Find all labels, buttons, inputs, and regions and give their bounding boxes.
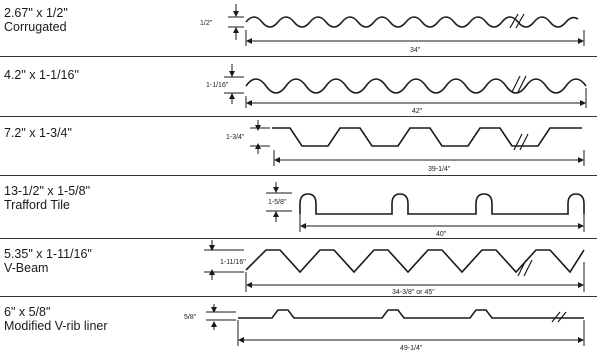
width-label-trapezoid: 39-1/4" <box>428 166 451 173</box>
row-divider <box>0 296 597 297</box>
profile-outline <box>238 309 584 319</box>
width-label-trafford-tile: 40" <box>436 231 447 238</box>
width-label-corrugated: 34" <box>410 47 421 54</box>
height-label-trapezoid: 1-3/4" <box>226 134 245 141</box>
row-divider <box>0 56 597 57</box>
profile-name-corrugated-large: 4.2" x 1-1/16" <box>4 68 79 82</box>
row-divider <box>0 175 597 176</box>
height-label-trafford-tile: 1-5/8" <box>268 199 287 206</box>
profile-outline <box>245 249 585 274</box>
width-label-corrugated-large: 42" <box>412 108 423 115</box>
profile-name-v-beam: 5.35" x 1-11/16" V-Beam <box>4 247 92 275</box>
profile-v-beam <box>204 240 585 292</box>
profile-name-trapezoid: 7.2" x 1-3/4" <box>4 126 72 140</box>
height-label-v-rib-liner: 5/8" <box>184 314 197 321</box>
profile-outline <box>272 127 582 147</box>
profile-name-v-rib-liner: 6" x 5/8" Modified V-rib liner <box>4 305 108 333</box>
profile-outline <box>299 193 585 215</box>
profile-outline <box>245 78 587 94</box>
row-divider <box>0 238 597 239</box>
height-label-corrugated-large: 1-1/16" <box>206 82 229 89</box>
width-label-v-rib-liner: 49-1/4" <box>400 345 423 352</box>
profile-name-corrugated: 2.67" x 1/2" Corrugated <box>4 6 68 34</box>
height-label-v-beam: 1-11/16" <box>220 259 246 266</box>
profile-outline <box>245 16 579 28</box>
height-label-corrugated: 1/2" <box>200 20 213 27</box>
profile-trapezoid <box>250 120 585 166</box>
width-label-v-beam: 34-3/8" or 45" <box>392 289 435 296</box>
profile-name-trafford-tile: 13-1/2" x 1-5/8" Trafford Tile <box>4 184 91 212</box>
row-divider <box>0 116 597 117</box>
profile-corrugated <box>228 4 585 46</box>
profile-corrugated-large <box>224 64 587 108</box>
profile-v-rib-liner <box>206 304 585 346</box>
profile-trafford-tile <box>266 182 585 232</box>
